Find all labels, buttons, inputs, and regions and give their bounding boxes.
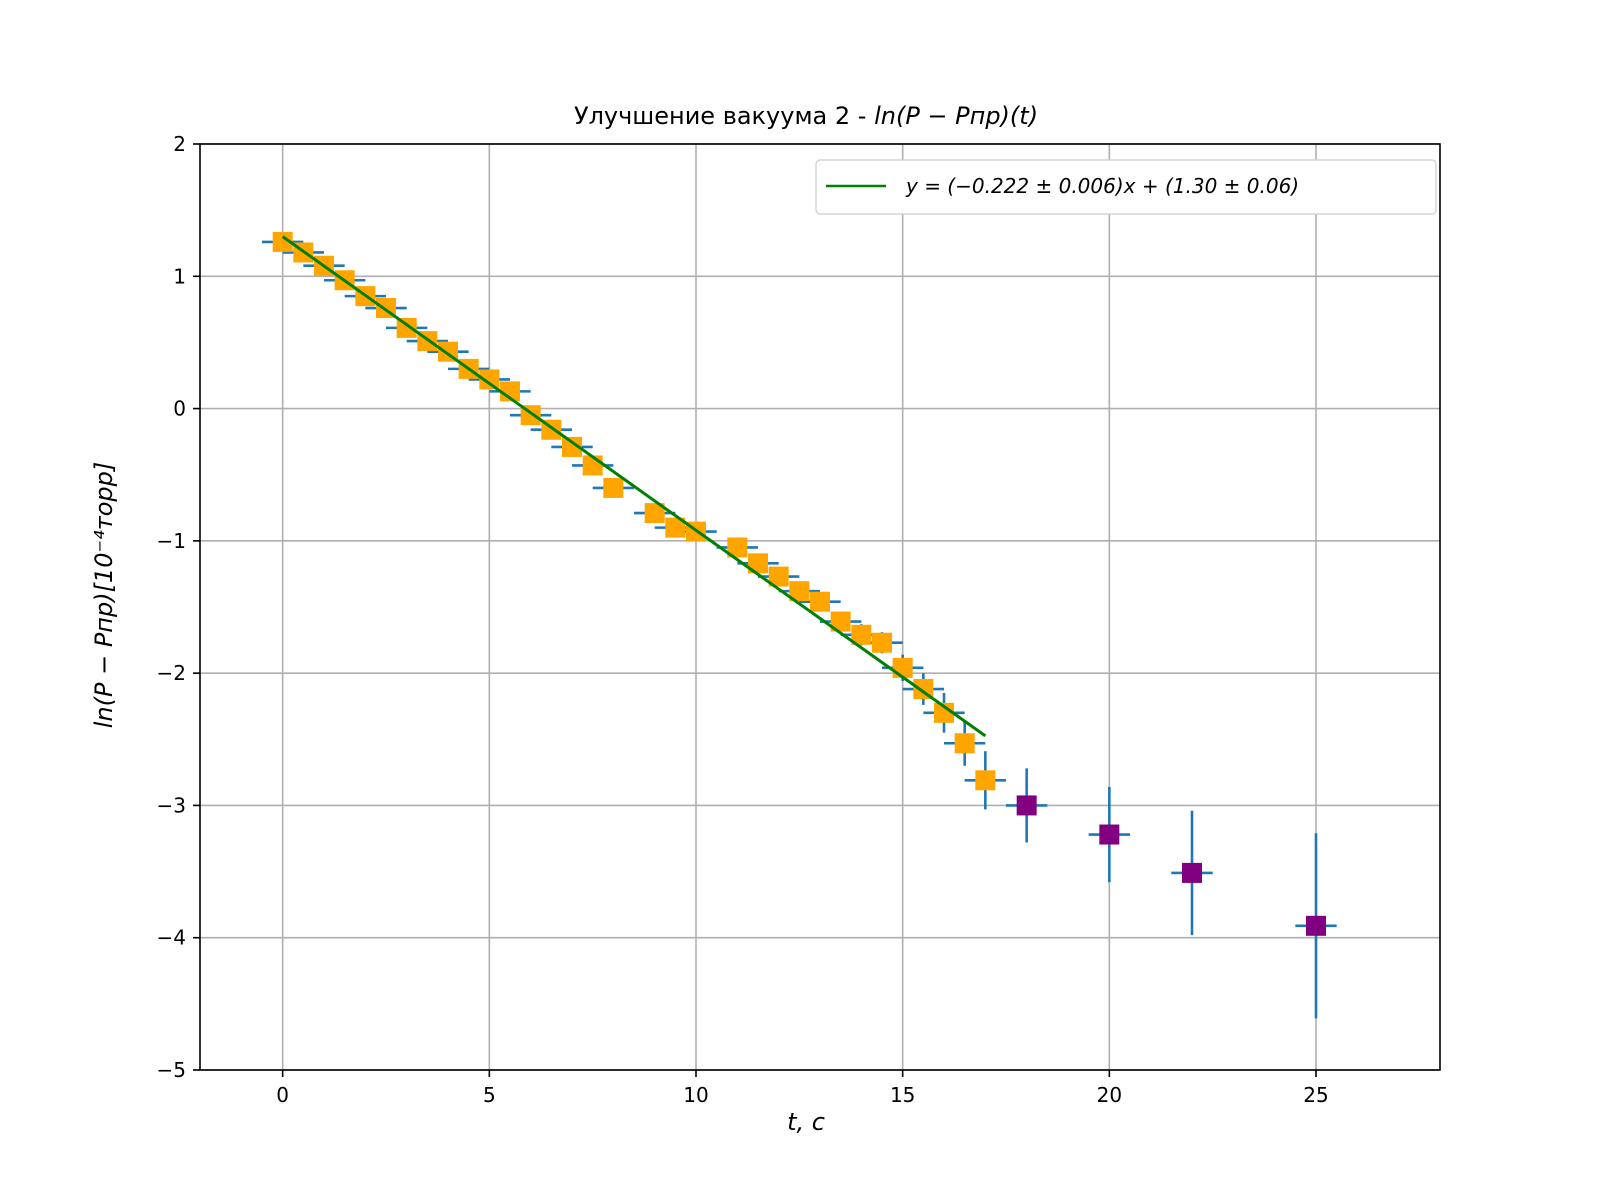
x-tick-label: 10 — [683, 1083, 708, 1107]
y-tick-label: −5 — [157, 1058, 186, 1082]
y-tick-label: 0 — [173, 397, 186, 421]
y-axis-ticks: 2 1 0 −1 −2 −3 −4 −5 — [157, 132, 200, 1082]
data-point-marker — [810, 591, 830, 612]
x-tick-label: 15 — [890, 1083, 915, 1107]
x-axis-label: t, c — [787, 1108, 825, 1136]
data-point-marker — [872, 632, 892, 653]
y-tick-label: −2 — [157, 661, 186, 685]
data-point-marker — [934, 702, 954, 723]
data-point-marker — [954, 733, 975, 754]
data-point-marker — [562, 436, 582, 457]
y-tick-label: −1 — [157, 529, 186, 553]
data-point-marker — [603, 477, 624, 498]
y-tick-label: −3 — [157, 793, 186, 817]
data-point-marker — [1182, 862, 1202, 883]
data-point-marker — [830, 611, 851, 632]
data-point-marker — [851, 624, 872, 645]
data-point-marker — [1306, 915, 1326, 936]
plot-frame — [199, 143, 1441, 1071]
x-tick-label: 0 — [276, 1083, 289, 1107]
data-point-marker — [768, 566, 789, 587]
data-point-marker — [665, 517, 686, 538]
chart-title: Улучшение вакуума 2 - ln(P − Pпр)(t) — [574, 102, 1038, 130]
data-point-marker — [479, 369, 500, 390]
data-point-marker — [892, 657, 913, 678]
data-point-marker — [1099, 824, 1120, 845]
data-point-marker — [644, 503, 665, 524]
data-point-marker — [272, 231, 293, 252]
fit-line — [281, 235, 987, 738]
fit-line-group — [281, 235, 987, 738]
chart-title-plain: Улучшение вакуума 2 - — [574, 102, 874, 130]
legend: y = (−0.222 ± 0.006)x + (1.30 ± 0.06) — [815, 159, 1437, 215]
chart-title-math: ln(P − Pпр)(t) — [874, 102, 1038, 130]
data-point-marker — [789, 581, 810, 602]
y-tick-label: 1 — [173, 264, 186, 288]
y-tick-label: 2 — [173, 132, 186, 156]
x-tick-label: 20 — [1097, 1083, 1122, 1107]
y-tick-label: −4 — [157, 926, 186, 950]
y-axis-label: ln(P − Pпр)[10⁻⁴торр] — [90, 462, 118, 729]
data-point-marker — [727, 537, 748, 558]
x-axis-ticks: 0 5 10 15 20 25 — [276, 1070, 1329, 1107]
legend-box — [815, 159, 1437, 215]
data-point-marker — [975, 770, 996, 791]
data-point-marker — [1016, 795, 1037, 816]
x-tick-label: 25 — [1303, 1083, 1328, 1107]
x-tick-label: 5 — [483, 1083, 496, 1107]
data-point-marker — [748, 553, 768, 574]
legend-label: y = (−0.222 ± 0.006)x + (1.30 ± 0.06) — [905, 174, 1299, 198]
